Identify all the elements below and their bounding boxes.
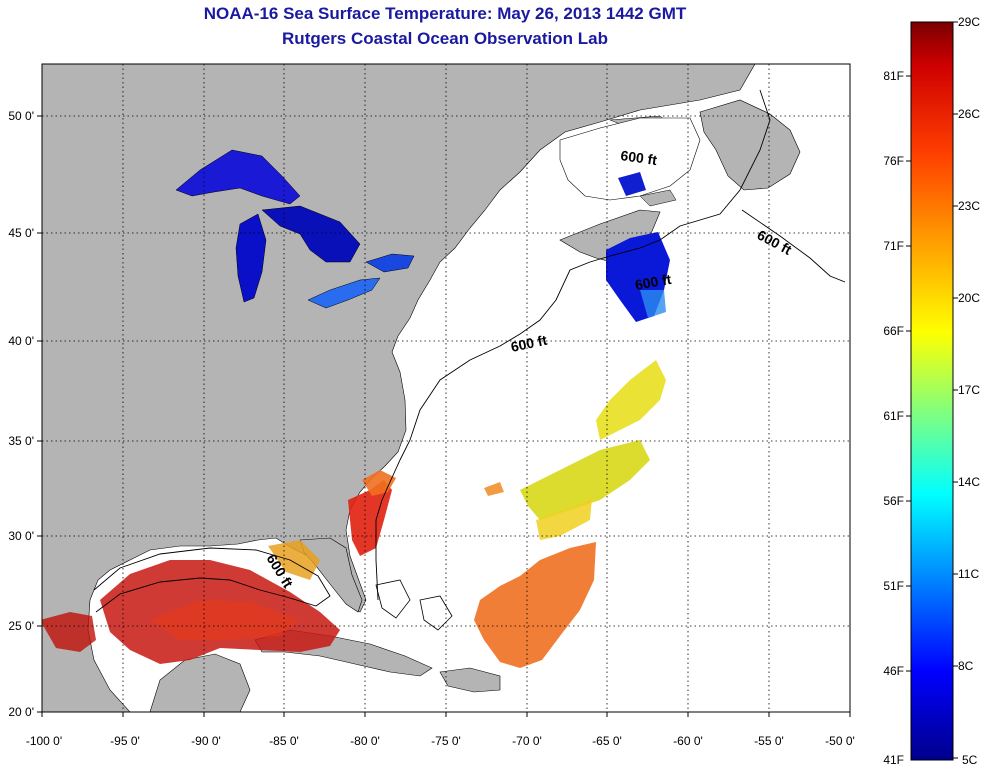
colorbar-fahrenheit-label: 66F bbox=[883, 324, 904, 338]
colorbar-fahrenheit-label: 46F bbox=[883, 664, 904, 678]
colorbar-fahrenheit-label: 51F bbox=[883, 579, 904, 593]
colorbar-fahrenheit-label: 61F bbox=[883, 409, 904, 423]
colorbar-fahrenheit-label: 41F bbox=[883, 753, 904, 767]
lon-label: -60 0' bbox=[673, 734, 703, 748]
lon-label: -80 0' bbox=[350, 734, 380, 748]
colorbar-celsius-label: 29C bbox=[958, 15, 980, 29]
lon-label: -90 0' bbox=[191, 734, 221, 748]
lake-huron bbox=[261, 205, 361, 263]
isobath-label: 600 ft bbox=[620, 147, 659, 168]
lon-label: -55 0' bbox=[754, 734, 784, 748]
colorbar-fahrenheit-label: 71F bbox=[883, 239, 904, 253]
lon-label: -75 0' bbox=[431, 734, 461, 748]
lake-superior bbox=[175, 149, 301, 205]
lat-label: 35 0' bbox=[8, 434, 34, 448]
lat-label: 30 0' bbox=[8, 529, 34, 543]
colorbar-celsius-label: 14C bbox=[958, 475, 980, 489]
colorbar-fahrenheit-label: 81F bbox=[883, 69, 904, 83]
lat-label: 25 0' bbox=[8, 619, 34, 633]
isobath-label: 600 ft bbox=[634, 271, 673, 293]
land-yucatan bbox=[149, 653, 251, 712]
lon-label: -85 0' bbox=[269, 734, 299, 748]
lat-label: 50 0' bbox=[8, 109, 34, 123]
isobath-label: 600 ft bbox=[509, 332, 548, 355]
colorbar-celsius-label: 11C bbox=[958, 567, 979, 581]
lon-label: -95 0' bbox=[110, 734, 140, 748]
colorbar-celsius-label: 17C bbox=[958, 383, 980, 397]
colorbar: 29C 26C 23C 20C 17C 14C 11C 8C 5C 81F 76… bbox=[883, 15, 980, 767]
map-subtitle: Rutgers Coastal Ocean Observation Lab bbox=[282, 29, 608, 48]
colorbar-fahrenheit-label: 76F bbox=[883, 154, 904, 168]
colorbar-celsius-label: 23C bbox=[958, 199, 980, 213]
colorbar-fahrenheit-label: 56F bbox=[883, 494, 904, 508]
land-newfoundland bbox=[699, 99, 801, 191]
isobath-600ft bbox=[375, 89, 771, 601]
lon-label: -65 0' bbox=[592, 734, 622, 748]
colorbar-celsius-label: 5C bbox=[962, 753, 978, 767]
lon-label: -70 0' bbox=[512, 734, 542, 748]
lat-label: 20 0' bbox=[8, 705, 34, 719]
lake-michigan bbox=[235, 213, 267, 303]
lon-label: -50 0' bbox=[825, 734, 855, 748]
colorbar-celsius-label: 8C bbox=[958, 659, 974, 673]
lake-erie bbox=[307, 277, 381, 309]
lon-label: -100 0' bbox=[26, 734, 62, 748]
lake-ontario bbox=[365, 253, 415, 273]
colorbar-celsius-label: 26C bbox=[958, 107, 980, 121]
colorbar-celsius-label: 20C bbox=[958, 291, 980, 305]
lat-label: 45 0' bbox=[8, 226, 34, 240]
map-title: NOAA-16 Sea Surface Temperature: May 26,… bbox=[203, 4, 687, 23]
lat-label: 40 0' bbox=[8, 334, 34, 348]
land-hispaniola bbox=[439, 667, 501, 693]
